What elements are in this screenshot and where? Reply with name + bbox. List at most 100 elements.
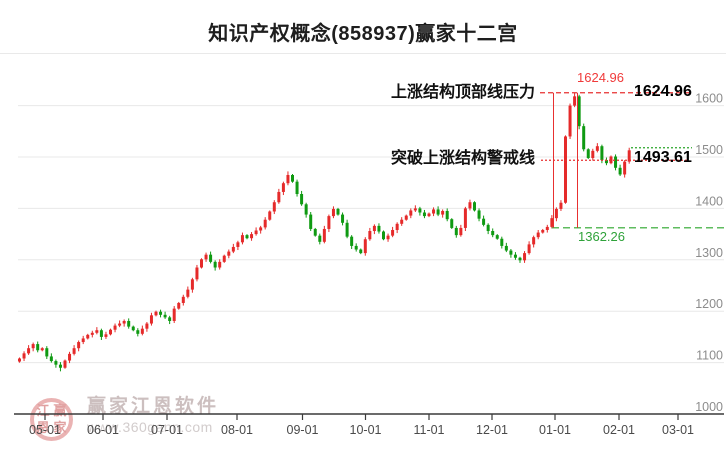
candle-body	[418, 208, 422, 213]
candle-body	[586, 149, 590, 159]
candle-body	[454, 227, 458, 236]
candle-body	[140, 328, 144, 334]
candle-body	[573, 96, 577, 106]
candle-body	[532, 237, 536, 245]
candle-body	[604, 160, 608, 164]
x-axis-label: 12-01	[476, 423, 508, 437]
x-axis-label: 09-01	[287, 423, 319, 437]
candle-body	[31, 344, 35, 349]
alert-price-value: 1493.61	[634, 149, 692, 166]
candle-body	[409, 210, 413, 216]
candle-body	[350, 236, 354, 246]
candle-body	[186, 289, 190, 297]
candle-body	[127, 320, 131, 327]
candle-body	[391, 229, 395, 236]
candle-body	[436, 209, 440, 215]
candle-body	[386, 235, 390, 240]
candle-body	[172, 308, 176, 321]
candle-body	[222, 255, 226, 262]
candle-body	[445, 210, 449, 220]
candle-body	[382, 231, 385, 240]
candle-body	[372, 225, 376, 232]
candle-body	[136, 330, 140, 334]
candle-body	[245, 235, 249, 239]
candle-body	[295, 181, 299, 195]
candle-body	[463, 208, 467, 228]
candle-body	[618, 167, 622, 175]
candle-body	[49, 356, 53, 362]
annotation-top-pressure-label: 上涨结构顶部线压力	[391, 84, 536, 101]
candle-body	[77, 342, 81, 349]
candle-body	[18, 358, 21, 362]
candle-body	[95, 330, 99, 333]
candle-body	[554, 208, 558, 219]
candle-body	[81, 338, 85, 343]
y-axis-label: 1100	[696, 349, 723, 363]
candle-body	[513, 254, 517, 258]
candle-body	[272, 202, 276, 212]
candle-body	[413, 208, 417, 211]
x-axis-label: 08-01	[221, 423, 253, 437]
candle-body	[477, 210, 481, 219]
candle-body	[240, 235, 244, 243]
x-axis-label: 11-01	[413, 423, 444, 437]
candle-body	[422, 212, 426, 217]
candle-body	[400, 219, 404, 224]
candle-body	[322, 228, 326, 242]
candle-body	[395, 223, 399, 230]
candle-body	[577, 96, 581, 127]
candle-body	[536, 232, 540, 238]
candle-body	[600, 146, 604, 161]
x-axis-label: 03-01	[662, 423, 694, 437]
candle-body	[582, 126, 586, 150]
candle-body	[236, 242, 240, 247]
candle-body	[404, 215, 408, 220]
candle-body	[259, 227, 263, 231]
candle-body	[254, 230, 258, 235]
candle-body	[504, 245, 508, 251]
candle-body	[450, 219, 454, 228]
candle-body	[218, 261, 222, 268]
candle-body	[231, 246, 235, 252]
candle-body	[159, 311, 163, 315]
y-axis-label: 1400	[695, 194, 723, 208]
candle-body	[473, 202, 476, 211]
candle-body	[341, 214, 345, 223]
candle-body	[286, 174, 290, 184]
seal-char: 恩	[36, 420, 50, 435]
candle-body	[468, 202, 472, 209]
candle-body	[118, 323, 122, 326]
candle-body	[564, 136, 567, 203]
candle-body	[68, 353, 72, 361]
low-price-tag: 1362.26	[578, 229, 625, 244]
candle-body	[500, 238, 504, 246]
candle-body	[168, 317, 172, 321]
watermark-url-text: www.360gann.com	[87, 419, 213, 435]
candle-body	[113, 325, 117, 330]
candle-body	[550, 218, 554, 227]
candle-body	[559, 202, 563, 209]
candle-body	[527, 244, 531, 254]
candle-body	[300, 194, 304, 205]
candle-body	[545, 226, 549, 230]
candle-body	[190, 279, 194, 290]
candle-body	[359, 249, 363, 254]
candle-body	[345, 222, 349, 237]
candle-body	[459, 227, 463, 236]
candle-body	[277, 191, 281, 203]
candle-body	[181, 296, 185, 303]
candle-body	[63, 360, 67, 368]
page-title: 知识产权概念(858937)赢家十二宫	[208, 23, 518, 45]
candle-body	[595, 146, 599, 151]
candle-body	[250, 234, 254, 239]
candle-body	[281, 183, 285, 192]
candle-body	[568, 105, 572, 137]
candle-body	[291, 174, 294, 182]
candle-body	[22, 353, 26, 359]
candle-body	[27, 348, 31, 354]
candle-body	[441, 210, 445, 215]
candle-body	[318, 235, 322, 242]
x-axis-label: 10-01	[350, 423, 382, 437]
candle-body	[486, 224, 490, 232]
